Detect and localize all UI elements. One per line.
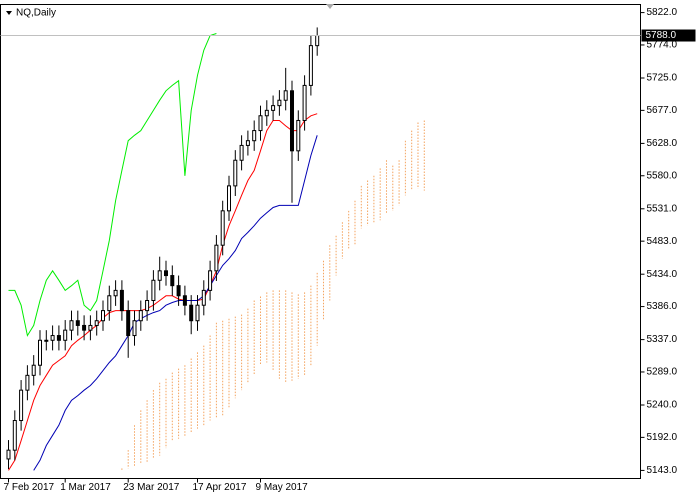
y-tick-label: 5822.0 bbox=[647, 7, 678, 18]
y-tick-label: 5337.0 bbox=[647, 334, 678, 345]
candle-body bbox=[126, 310, 131, 337]
y-tick-label: 5386.0 bbox=[647, 301, 678, 312]
x-tick-label: 23 Mar 2017 bbox=[123, 482, 180, 493]
candle-body bbox=[31, 364, 36, 376]
candle-body bbox=[113, 289, 118, 297]
candle-body bbox=[94, 320, 99, 326]
candle-body bbox=[289, 90, 294, 152]
candle-body bbox=[296, 119, 301, 152]
y-tick-label: 5725.0 bbox=[647, 73, 678, 84]
candle-body bbox=[195, 304, 200, 322]
y-tick-label: 5240.0 bbox=[647, 400, 678, 411]
scroll-marker bbox=[326, 4, 334, 9]
candle-body bbox=[302, 84, 307, 121]
candle-body bbox=[19, 389, 24, 422]
x-tick-label: 9 May 2017 bbox=[255, 482, 308, 493]
candle-body bbox=[271, 105, 276, 111]
candle-body bbox=[107, 295, 112, 312]
candle-body bbox=[308, 45, 313, 86]
candle-body bbox=[56, 335, 61, 341]
x-tick-label: 17 Apr 2017 bbox=[192, 482, 246, 493]
y-tick-label: 5531.0 bbox=[647, 203, 678, 214]
candle-body bbox=[201, 289, 206, 306]
candle-body bbox=[283, 90, 288, 101]
candle-body bbox=[37, 339, 42, 366]
candle-body bbox=[264, 109, 269, 117]
candle-body bbox=[151, 279, 156, 301]
menu-icon[interactable] bbox=[6, 11, 12, 15]
candle-body bbox=[239, 144, 244, 161]
plot-frame bbox=[0, 4, 641, 479]
candle-body bbox=[82, 324, 87, 331]
candle-body bbox=[252, 130, 257, 142]
candle-body bbox=[226, 185, 231, 212]
candle-body bbox=[25, 374, 30, 391]
candle-body bbox=[119, 289, 124, 312]
candle-body bbox=[145, 299, 150, 312]
candle-body bbox=[50, 335, 55, 341]
candle-body bbox=[12, 420, 17, 451]
candle-body bbox=[277, 99, 282, 107]
x-tick-label: 7 Feb 2017 bbox=[4, 482, 55, 493]
candle-body bbox=[157, 270, 162, 281]
y-tick-label: 5774.0 bbox=[647, 40, 678, 51]
candle-body bbox=[69, 320, 74, 331]
candle-body bbox=[88, 324, 93, 331]
candle-body bbox=[208, 270, 213, 291]
candle-body bbox=[6, 449, 11, 460]
candle-body bbox=[315, 35, 320, 47]
last-price-box bbox=[641, 29, 696, 42]
candle-body bbox=[258, 115, 263, 132]
candle-body bbox=[170, 275, 175, 287]
last-price-label: 5788.0 bbox=[646, 30, 677, 41]
y-tick-label: 5628.0 bbox=[647, 138, 678, 149]
candle-body bbox=[233, 159, 238, 187]
indicator-line bbox=[33, 135, 318, 471]
y-tick-label: 5289.0 bbox=[647, 367, 678, 378]
chart-title: NQ,Daily bbox=[16, 8, 56, 19]
y-tick-label: 5143.0 bbox=[647, 465, 678, 476]
indicator-line bbox=[8, 33, 217, 337]
candle-body bbox=[163, 270, 168, 277]
candle-body bbox=[214, 244, 219, 272]
candle-body bbox=[189, 304, 194, 322]
indicator-line bbox=[8, 113, 318, 471]
candle-body bbox=[182, 295, 187, 306]
candle-body bbox=[100, 310, 105, 322]
y-tick-label: 5192.0 bbox=[647, 432, 678, 443]
candle-body bbox=[44, 339, 49, 342]
candle-body bbox=[138, 310, 143, 322]
candle-body bbox=[63, 329, 68, 341]
y-tick-label: 5483.0 bbox=[647, 236, 678, 247]
x-tick-label: 1 Mar 2017 bbox=[60, 482, 111, 493]
candle-body bbox=[132, 320, 137, 337]
y-tick-label: 5580.0 bbox=[647, 170, 678, 181]
candle-body bbox=[75, 320, 80, 326]
y-tick-label: 5677.0 bbox=[647, 105, 678, 116]
candle-body bbox=[220, 210, 225, 246]
candle-body bbox=[245, 140, 250, 146]
candle-body bbox=[176, 285, 181, 297]
y-tick-label: 5434.0 bbox=[647, 269, 678, 280]
